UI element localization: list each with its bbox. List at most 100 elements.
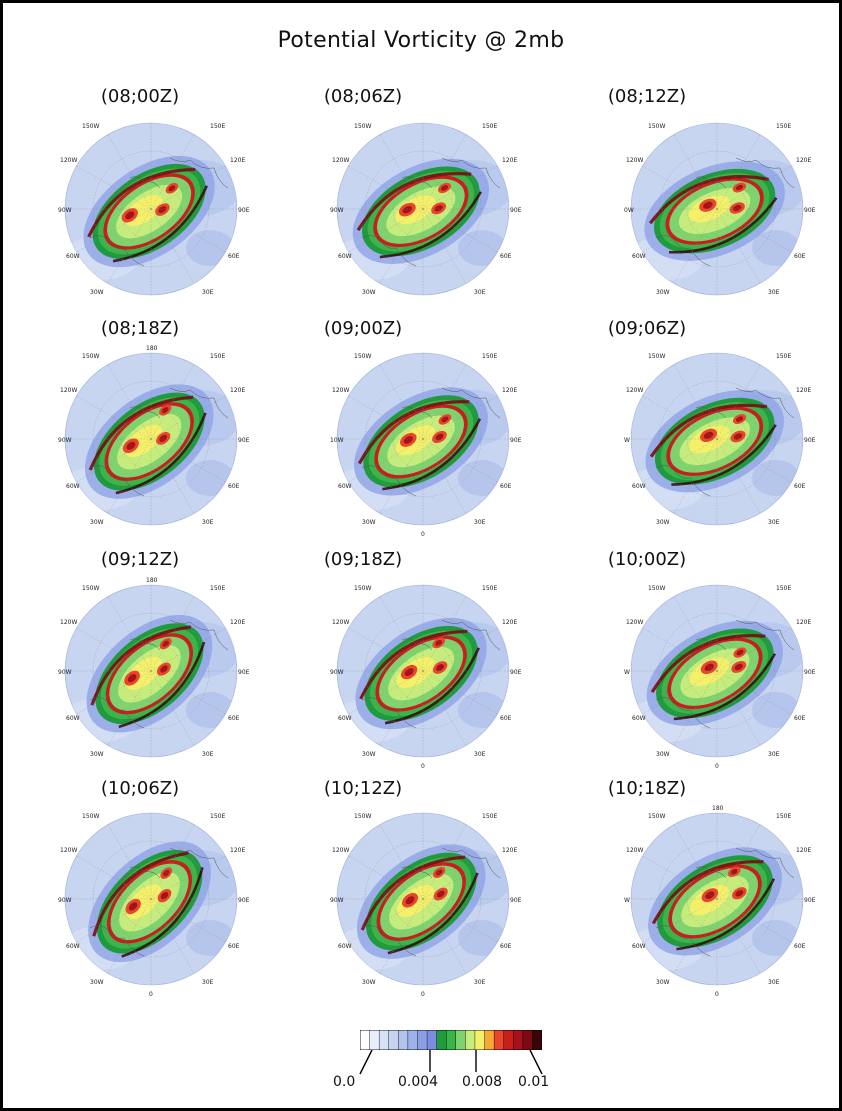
- panel-time-label: (10;00Z): [607, 549, 687, 570]
- longitude-label: 120W: [332, 619, 349, 626]
- longitude-label: 120W: [626, 387, 643, 394]
- longitude-label: 150E: [210, 585, 225, 592]
- longitude-label: 30E: [202, 289, 214, 296]
- longitude-label: 150W: [82, 123, 99, 130]
- longitude-label: 90W: [330, 669, 344, 676]
- colorbar-swatch: [446, 1029, 457, 1051]
- map-panel: 150W 150E 120W 120E 90W 90E 60W 60E 30W 30E 0: [58, 808, 250, 998]
- longitude-label: 0: [715, 763, 719, 770]
- longitude-label: W: [624, 897, 630, 904]
- longitude-label: 0W: [624, 207, 634, 214]
- longitude-label: 0: [421, 531, 425, 538]
- longitude-label: 120E: [796, 387, 811, 394]
- colorbar-swatch: [484, 1029, 495, 1051]
- longitude-label: 90E: [804, 437, 816, 444]
- longitude-label: 90E: [510, 207, 522, 214]
- longitude-label: 60W: [66, 943, 80, 950]
- longitude-label: 90W: [58, 207, 72, 214]
- panel-time-label: (08;00Z): [100, 86, 180, 107]
- longitude-label: 0: [421, 991, 425, 998]
- longitude-label: 120W: [60, 619, 77, 626]
- longitude-label: 120W: [626, 157, 643, 164]
- panel-time-label: (08;18Z): [100, 318, 180, 339]
- longitude-label: 60W: [338, 943, 352, 950]
- longitude-label: 150E: [776, 813, 791, 820]
- colorbar-swatch: [407, 1029, 418, 1051]
- polar-vortex: [648, 847, 782, 956]
- longitude-label: 30E: [768, 289, 780, 296]
- longitude-label: W: [624, 437, 630, 444]
- polar-vortex: [355, 617, 487, 730]
- longitude-label: 0: [421, 763, 425, 770]
- longitude-label: 60E: [500, 715, 512, 722]
- colorbar-swatch: [522, 1029, 533, 1051]
- longitude-label: 150E: [210, 813, 225, 820]
- longitude-label: 30E: [202, 519, 214, 526]
- longitude-label: 60W: [338, 483, 352, 490]
- polar-vortex: [352, 158, 490, 264]
- longitude-label: 30E: [768, 519, 780, 526]
- map-panel: 150W 150E 120W 120E W 90E 60W 60E 30W 30E: [624, 348, 816, 530]
- longitude-label: 120E: [502, 157, 517, 164]
- panel-time-label: (09;06Z): [607, 318, 687, 339]
- longitude-label: 120E: [230, 847, 245, 854]
- longitude-label: 120E: [230, 387, 245, 394]
- polar-vortex: [83, 155, 215, 268]
- polar-map: 150W 150E 120W 120E W 90E 60W 60E 30W 30E 0: [624, 584, 816, 770]
- longitude-label: 30W: [362, 979, 376, 986]
- colorbar-swatch: [426, 1029, 438, 1051]
- longitude-label: 60E: [228, 483, 240, 490]
- longitude-label: 90E: [510, 897, 522, 904]
- longitude-label: 150E: [210, 353, 225, 360]
- polar-vortex: [645, 390, 784, 493]
- colorbar-swatch: [513, 1029, 524, 1051]
- longitude-label: 120E: [796, 619, 811, 626]
- polar-map: 150W 150E 120W 120E 0W 90E 60W 60E 30W 30E: [624, 122, 816, 296]
- map-panel: 150W 150E 120W 120E 90W 90E 60W 60E 30W 30E 180: [58, 345, 250, 530]
- longitude-label: 90W: [58, 669, 72, 676]
- longitude-label: 30W: [656, 289, 670, 296]
- longitude-label: 90E: [804, 897, 816, 904]
- colorbar-swatch: [417, 1029, 428, 1051]
- colorbar-swatch: [455, 1029, 466, 1051]
- panel-time-label: (09;12Z): [100, 549, 180, 570]
- longitude-label: 120E: [502, 387, 517, 394]
- longitude-label: 120E: [796, 157, 811, 164]
- longitude-label: 30W: [90, 979, 104, 986]
- map-panel: 150W 150E 120W 120E 0W 90E 60W 60E 30W 30E: [624, 118, 816, 300]
- colorbar-tick-label: 0.004: [398, 1074, 439, 1090]
- longitude-label: 90E: [510, 669, 522, 676]
- longitude-label: 120W: [626, 847, 643, 854]
- longitude-label: 120W: [60, 157, 77, 164]
- polar-map: 150W 150E 120W 120E W 90E 60W 60E 30W 30E 180 0: [624, 805, 816, 998]
- longitude-label: 150E: [482, 353, 497, 360]
- polar-map: 150W 150E 120W 120E 10W 90E 60W 60E 30W 30E 0: [330, 352, 522, 538]
- longitude-label: 120E: [502, 847, 517, 854]
- longitude-label: 150W: [354, 813, 371, 820]
- colorbar-tick-lines: [359, 1049, 543, 1075]
- longitude-label: 0: [715, 991, 719, 998]
- polar-vortex: [644, 161, 785, 261]
- longitude-label: 150E: [482, 585, 497, 592]
- longitude-label: 120E: [230, 157, 245, 164]
- longitude-label: 90W: [58, 437, 72, 444]
- longitude-label: 30E: [474, 979, 486, 986]
- longitude-label: 90W: [330, 897, 344, 904]
- polar-map: 150W 150E 120W 120E 90W 90E 60W 60E 30W 30E 0: [330, 584, 522, 770]
- longitude-label: 0: [149, 991, 153, 998]
- polar-map: 150W 150E 120W 120E 90W 90E 60W 60E 30W 30E 0: [330, 812, 522, 998]
- longitude-label: 60E: [500, 483, 512, 490]
- longitude-label: 150W: [648, 585, 665, 592]
- polar-map: 150W 150E 120W 120E 90W 90E 60W 60E 30W 30E: [330, 122, 522, 296]
- map-panel: 150W 150E 120W 120E 90W 90E 60W 60E 30W 30E 0: [330, 808, 522, 998]
- polar-map: 150W 150E 120W 120E 90W 90E 60W 60E 30W 30E 0: [58, 812, 250, 998]
- longitude-label: 60E: [794, 715, 806, 722]
- longitude-label: 30W: [656, 979, 670, 986]
- longitude-label: 150W: [82, 813, 99, 820]
- polar-vortex: [354, 387, 488, 496]
- longitude-label: 150E: [482, 123, 497, 130]
- map-panel: 150W 150E 120W 120E W 90E 60W 60E 30W 30E 180 0: [624, 805, 816, 998]
- longitude-label: 60W: [66, 483, 80, 490]
- panel-time-label: (09;00Z): [323, 318, 403, 339]
- colorbar-swatch: [369, 1029, 380, 1051]
